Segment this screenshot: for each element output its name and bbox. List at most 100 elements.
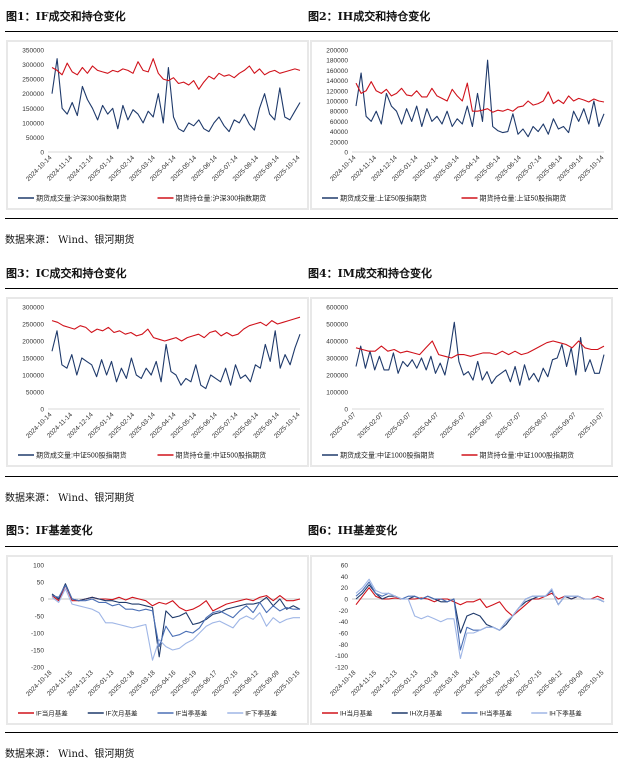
divider: [305, 218, 618, 219]
y-tick-label: 140000: [326, 78, 348, 85]
divider: [305, 732, 618, 733]
divider: [5, 31, 310, 32]
chart-ih-volume-oi: 200000 180000 160000 140000 120000 100000 8000…: [310, 40, 613, 210]
legend-label: 期货持仓量:上证50股指期货: [480, 194, 567, 203]
y-tick-label: -50: [35, 614, 45, 621]
y-tick-label: 80000: [330, 109, 348, 116]
x-tick-label: 2025-01-07: [329, 411, 358, 440]
series-line-0: [355, 59, 605, 138]
y-tick-label: 200000: [22, 339, 44, 346]
y-tick-label: -20: [339, 608, 349, 615]
chart-svg: 6000005000004000003000002000001000000202…: [322, 305, 606, 460]
chart-svg: 6040200-20-40-60-80-100-1202024-10-18202…: [322, 563, 606, 718]
y-tick-label: 300000: [22, 62, 44, 69]
y-tick-label: -80: [339, 642, 349, 649]
y-tick-label: 300000: [22, 305, 44, 312]
y-tick-label: 100000: [326, 99, 348, 106]
y-tick-label: -100: [335, 653, 348, 660]
x-tick-label: 2025-06-07: [467, 411, 496, 440]
series-line-0: [355, 587, 605, 617]
legend-label: IF次月基差: [106, 709, 138, 718]
series-line-1: [51, 583, 301, 658]
series-line-0: [355, 321, 605, 386]
y-tick-label: -60: [339, 631, 349, 638]
y-tick-label: 150000: [22, 356, 44, 363]
chart-svg: 3000002500002000001500001000005000002024…: [18, 305, 302, 460]
legend-label: 期货持仓量:中证1000股指期货: [480, 451, 575, 460]
chart-im-volume-oi: 600000 500000 400000 300000 200000 100000 0 202…: [310, 297, 613, 467]
y-tick-label: 150000: [22, 106, 44, 113]
y-tick-label: 160000: [326, 68, 348, 75]
y-tick-label: 350000: [22, 48, 44, 55]
y-tick-label: 0: [344, 407, 348, 414]
y-tick-label: 50000: [26, 135, 44, 142]
chart-if-basis: 100 50 0 -50 -100 -150 -200 2024-10-18 2024-11-1…: [6, 555, 309, 725]
divider: [305, 288, 618, 289]
y-tick-label: 100: [33, 563, 44, 570]
series-line-0: [51, 58, 301, 133]
series-line-1: [51, 316, 301, 342]
y-tick-label: 250000: [22, 77, 44, 84]
legend-label: IF当月基差: [36, 709, 68, 718]
y-tick-label: 300000: [326, 356, 348, 363]
legend-label: 期货成交量:中证1000股指期货: [340, 451, 435, 460]
y-tick-label: -120: [335, 665, 348, 672]
y-tick-label: -200: [31, 665, 44, 672]
source-note: 数据来源： Wind、银河期货: [5, 749, 135, 760]
y-tick-label: 60000: [330, 119, 348, 126]
series-line-1: [51, 58, 301, 90]
divider: [305, 31, 618, 32]
y-tick-label: 200000: [22, 91, 44, 98]
divider: [5, 476, 310, 477]
divider: [5, 218, 310, 219]
legend-label: IH次月基差: [410, 709, 443, 718]
y-tick-label: 100000: [326, 390, 348, 397]
y-tick-label: 120000: [326, 88, 348, 95]
y-tick-label: 40: [341, 574, 349, 581]
y-tick-label: 20000: [330, 139, 348, 146]
y-tick-label: 20: [341, 585, 349, 592]
y-tick-label: 200000: [326, 48, 348, 55]
source-note: 数据来源： Wind、银河期货: [5, 493, 135, 504]
legend-label: IH下季基差: [549, 709, 582, 718]
y-tick-label: 0: [40, 597, 44, 604]
figure-1-title: 图1：IF成交和持仓变化: [6, 10, 126, 23]
x-tick-label: 2025-08-07: [522, 411, 551, 440]
series-line-3: [51, 588, 300, 661]
series-line-3: [355, 578, 605, 660]
x-tick-label: 2025-03-07: [384, 411, 413, 440]
series-line-1: [355, 81, 605, 113]
y-tick-label: 0: [40, 407, 44, 414]
series-line-0: [51, 330, 301, 390]
legend-label: IF当季基差: [176, 709, 208, 718]
y-tick-label: -100: [31, 631, 44, 638]
chart-svg: 350000 300000 250000 200000 150000 100000 5000…: [18, 48, 302, 203]
divider: [305, 476, 618, 477]
x-tick-label: 2025-02-07: [357, 411, 386, 440]
legend-label: IH当月基差: [340, 709, 373, 718]
series-line-2: [51, 584, 300, 648]
chart-svg: 100500-50-100-150-2002024-10-182024-11-1…: [18, 563, 302, 718]
legend-label: 期货持仓量:中证500股指期货: [176, 451, 267, 460]
x-tick-label: 2025-07-07: [494, 411, 523, 440]
y-tick-label: 200000: [326, 373, 348, 380]
x-tick-label: 2025-10-07: [577, 411, 606, 440]
legend-label: 期货成交量:上证50股指期货: [340, 194, 427, 203]
figure-5-title: 图5：IF基差变化: [6, 524, 93, 537]
series-line-1: [355, 340, 605, 359]
divider: [5, 732, 310, 733]
y-tick-label: 60: [341, 563, 349, 570]
chart-svg: 2000001800001600001400001200001000008000…: [322, 48, 606, 203]
y-tick-label: 0: [344, 597, 348, 604]
y-tick-label: 600000: [326, 305, 348, 312]
y-tick-label: -150: [31, 648, 44, 655]
y-tick-label: 0: [344, 150, 348, 157]
x-tick-label: 2025-04-07: [412, 411, 441, 440]
series-line-1: [355, 584, 605, 634]
x-tick-label: 2025-09-07: [549, 411, 578, 440]
y-tick-label: 50000: [26, 390, 44, 397]
y-tick-label: 250000: [22, 322, 44, 329]
figure-6-title: 图6：IH基差变化: [308, 524, 398, 537]
legend-label: 期货持仓量:沪深300指数期货: [176, 194, 267, 203]
chart-ic-volume-oi: 300000 250000 200000 150000 100000 50000 0 2024…: [6, 297, 309, 467]
